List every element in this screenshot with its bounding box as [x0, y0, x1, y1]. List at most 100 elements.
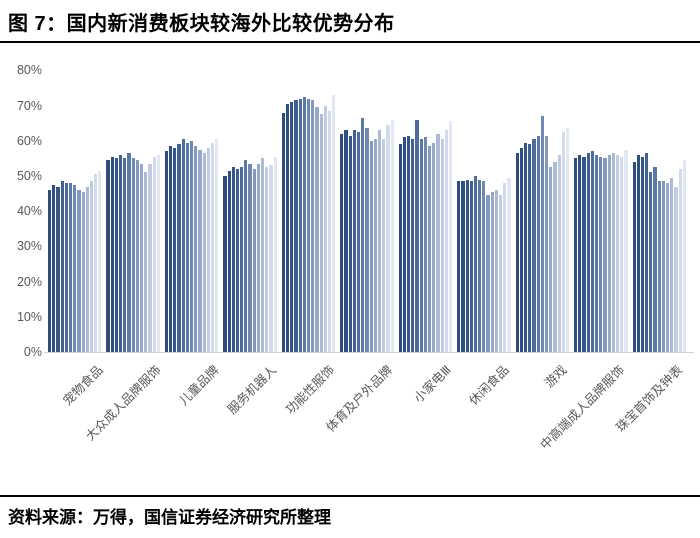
x-axis-label: 中高端成人品牌服饰 [538, 362, 628, 453]
bar [332, 95, 336, 352]
y-tick-label: 30% [16, 239, 42, 254]
bar [215, 139, 219, 352]
bar [419, 139, 423, 352]
bar [544, 135, 549, 352]
bar [486, 195, 490, 352]
bar [323, 105, 327, 352]
bar [444, 130, 448, 352]
bar [386, 124, 390, 352]
bar [515, 153, 519, 352]
bar-group-2 [106, 60, 160, 352]
bar [611, 153, 615, 352]
bar [674, 186, 678, 352]
bar [252, 168, 256, 352]
bar [490, 191, 494, 352]
bar [624, 149, 628, 352]
bar [402, 137, 407, 352]
bar [369, 140, 373, 352]
bar [549, 167, 553, 352]
bar [365, 128, 369, 352]
bar [302, 96, 306, 352]
bar [85, 186, 89, 352]
bar [682, 160, 686, 352]
bar [315, 107, 319, 352]
bar [261, 158, 265, 352]
bar [407, 135, 411, 352]
bar [68, 183, 73, 352]
bar [620, 156, 624, 352]
bar [281, 112, 285, 352]
bar [590, 151, 595, 352]
bar [290, 102, 294, 352]
y-tick-label: 60% [16, 133, 42, 148]
bar [536, 135, 540, 352]
x-axis-label: 儿童品牌 [176, 362, 222, 409]
bar [194, 146, 198, 352]
bar [56, 186, 60, 352]
bar [649, 172, 653, 352]
bar [181, 139, 185, 352]
bar [48, 190, 52, 352]
x-axis-label: 宠物食品 [60, 362, 106, 409]
y-tick-label: 0% [23, 345, 42, 359]
bar [123, 158, 127, 352]
bar [135, 160, 139, 352]
bar [240, 167, 244, 352]
bar [131, 158, 135, 352]
bar [465, 179, 469, 352]
bar [164, 151, 169, 352]
bar [202, 153, 206, 352]
bar [574, 158, 578, 352]
bar-group-6 [340, 60, 394, 352]
bar [678, 168, 682, 352]
bar [561, 132, 565, 352]
bar [198, 149, 202, 352]
bar [98, 170, 102, 352]
bar [185, 142, 190, 352]
bar [670, 177, 674, 352]
bar [152, 156, 156, 352]
bar [106, 160, 110, 352]
bar [127, 153, 131, 352]
bar [461, 181, 465, 352]
bar [390, 119, 394, 352]
bar [586, 153, 590, 352]
x-axis-label: 体育及户外品牌 [323, 362, 396, 435]
bar [565, 128, 570, 352]
bar-group-9 [515, 60, 570, 352]
x-axis-label: 珠宝首饰及钟表 [613, 362, 686, 435]
bar [478, 179, 482, 352]
x-axis-label: 服务机器人 [225, 362, 280, 417]
bar [595, 154, 599, 352]
bar [298, 98, 302, 352]
y-tick-label: 50% [16, 169, 42, 183]
bar [206, 147, 210, 352]
bar [645, 153, 649, 352]
bar [144, 172, 148, 352]
bar [415, 119, 419, 352]
bar [553, 161, 557, 352]
bar [52, 184, 56, 352]
bar [578, 154, 582, 352]
bar [528, 144, 532, 352]
bar [640, 156, 645, 352]
figure-title: 图 7：国内新消费板块较海外比较优势分布 [8, 13, 395, 35]
bar [482, 181, 486, 352]
bar [286, 103, 290, 352]
bar-group-10 [574, 60, 628, 352]
bar [532, 139, 536, 352]
bar [190, 140, 194, 352]
bar [357, 132, 361, 352]
bar [348, 135, 352, 352]
x-axis-label: 休闲食品 [466, 362, 512, 409]
bar-group-4 [223, 60, 277, 352]
bar [377, 130, 382, 352]
bar [89, 181, 94, 352]
bar-group-8 [457, 60, 511, 352]
y-tick-label: 20% [16, 274, 42, 289]
bar [448, 121, 453, 352]
bar [428, 146, 432, 352]
bar [327, 110, 332, 352]
bar [494, 190, 499, 352]
bar [139, 163, 144, 352]
